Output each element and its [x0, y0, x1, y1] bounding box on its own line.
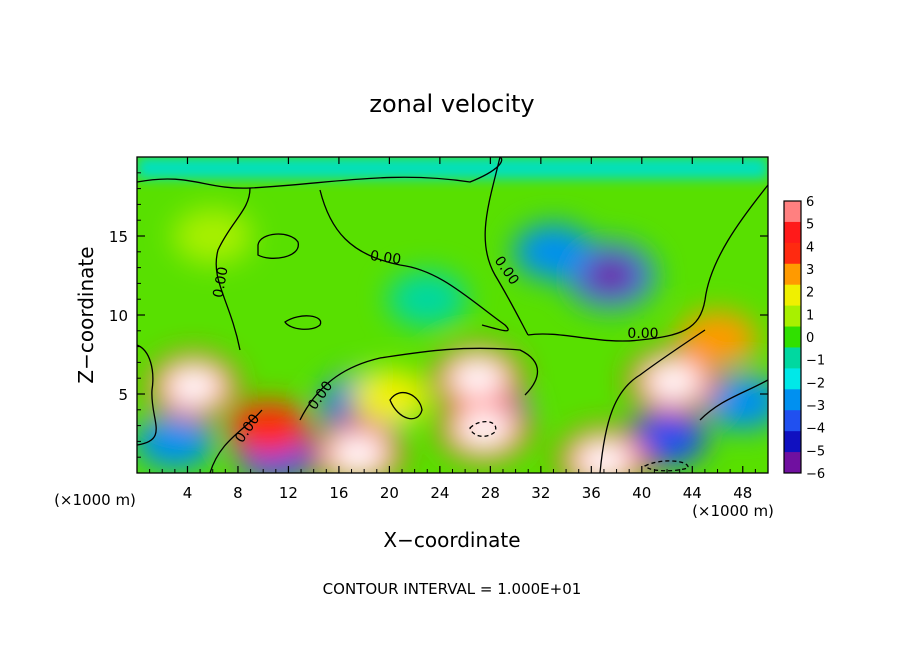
x-axis-label: X−coordinate	[383, 528, 520, 552]
y-axis: 5 10 15	[109, 172, 768, 458]
colorbar-label: 3	[806, 263, 814, 278]
x-tick-label: 12	[279, 484, 298, 502]
colorbar-frame	[783, 200, 802, 474]
field-blob	[580, 255, 641, 296]
contour-line	[137, 157, 503, 189]
x-tick-label: 28	[481, 484, 500, 502]
colorbar-swatch	[784, 347, 801, 369]
field-blob	[163, 366, 224, 407]
x-tick-label: 36	[582, 484, 601, 502]
x-unit-left: (×1000 m)	[54, 491, 136, 509]
colorbar: 6 5 4 3 2 1 0 −1 −2 −3 −4 −5 −6	[783, 195, 825, 482]
x-axis: 4 8 12 16 20 24 28 32 36 40 44 48	[149, 157, 756, 502]
field-blob	[327, 434, 388, 473]
field-blob	[454, 408, 515, 449]
colorbar-swatch	[784, 263, 801, 286]
contour-line	[257, 233, 299, 259]
contour-line	[643, 460, 689, 472]
contour-label: 0.00	[627, 326, 658, 342]
contour-label: 0.00	[210, 266, 231, 299]
colorbar-label: 5	[806, 218, 814, 233]
x-unit-right: (×1000 m)	[692, 502, 774, 520]
contour-interval-note: CONTOUR INTERVAL = 1.000E+01	[323, 580, 582, 598]
field-blob	[172, 208, 253, 264]
colorbar-swatch	[784, 242, 801, 265]
colorbar-swatch	[784, 284, 801, 307]
x-tick-label: 48	[733, 484, 752, 502]
colorbar-swatch	[784, 305, 801, 328]
contour-line	[599, 329, 706, 473]
colorbar-label: 2	[806, 286, 814, 301]
field-blob	[573, 440, 634, 473]
field-blob	[229, 400, 310, 457]
colorbar-swatch	[784, 326, 801, 348]
field-blob	[387, 271, 468, 328]
contour-line	[484, 157, 529, 336]
colorbar-label: −4	[806, 422, 825, 437]
contour-line	[389, 391, 423, 420]
plot-area: 0.000.00 0.000.000.000.00	[136, 156, 769, 474]
colorbar-swatch	[784, 201, 801, 223]
field-blob	[677, 310, 758, 367]
y-tick-label: 10	[109, 307, 128, 325]
colorbar-label: −1	[806, 354, 825, 369]
x-tick-label: 8	[233, 484, 243, 502]
field-blob	[643, 361, 704, 402]
colorbar-label: −3	[806, 399, 825, 414]
colorbar-label: 1	[806, 308, 814, 323]
colorbar-swatch	[784, 368, 801, 390]
colorbar-label: 4	[806, 240, 814, 255]
x-tick-label: 24	[430, 484, 449, 502]
x-tick-label: 44	[683, 484, 702, 502]
colorbar-label: 0	[806, 331, 814, 346]
colorbar-label: −2	[806, 376, 825, 391]
colorbar-swatch	[784, 452, 801, 474]
x-tick-label: 20	[380, 484, 399, 502]
y-axis-label: Z−coordinate	[74, 246, 98, 383]
contour-line	[469, 421, 497, 438]
field-blob	[627, 410, 708, 467]
colorbar-label: 6	[806, 195, 814, 210]
contour-line	[527, 184, 768, 342]
contour-line	[137, 344, 157, 446]
x-tick-label: 16	[329, 484, 348, 502]
x-tick-label: 40	[632, 484, 651, 502]
contour-label: 0.00	[369, 248, 402, 268]
colorbar-swatch	[784, 431, 801, 453]
field-top-band	[137, 157, 768, 179]
contour-line	[284, 315, 322, 330]
contour-line	[299, 347, 538, 421]
field-blob	[137, 413, 215, 470]
y-tick-label: 15	[109, 228, 128, 246]
field-blob	[349, 369, 430, 426]
colorbar-label: −6	[806, 467, 825, 482]
colorbar-swatch	[784, 410, 801, 432]
contour-line	[215, 187, 251, 351]
field-blob	[447, 358, 508, 399]
colorbar-swatch	[784, 389, 801, 411]
chart-title: zonal velocity	[369, 90, 534, 118]
colorbar-swatch	[784, 221, 801, 244]
colorbar-label: −5	[806, 444, 825, 459]
contour-line	[699, 379, 768, 421]
contour-line	[319, 189, 509, 332]
field-blob	[513, 223, 594, 280]
x-tick-label: 4	[183, 484, 193, 502]
contour-line	[209, 409, 263, 473]
x-tick-label: 32	[531, 484, 550, 502]
y-tick-label: 5	[118, 386, 128, 404]
